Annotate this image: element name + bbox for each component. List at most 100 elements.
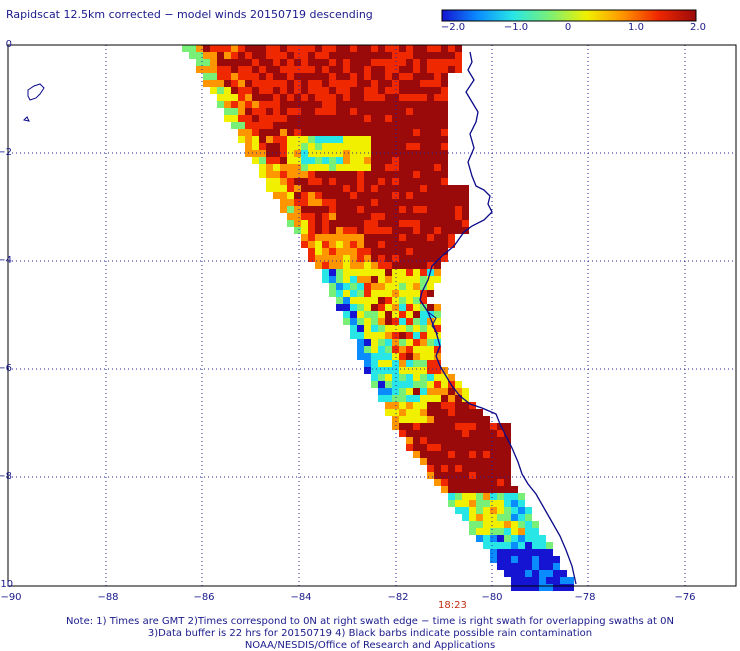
wind-cell (532, 521, 539, 528)
wind-cell (441, 157, 448, 164)
wind-cell (490, 444, 497, 451)
wind-cell (434, 353, 441, 360)
wind-cell (413, 276, 420, 283)
wind-cell (308, 80, 315, 87)
wind-cell (392, 136, 399, 143)
wind-cell (406, 80, 413, 87)
wind-cell (462, 185, 469, 192)
wind-cell (343, 157, 350, 164)
wind-cell (420, 276, 427, 283)
wind-cell (406, 220, 413, 227)
longitude-label: −76 (674, 592, 696, 603)
wind-cell (315, 220, 322, 227)
wind-cell (399, 325, 406, 332)
wind-cell (322, 178, 329, 185)
wind-cell (560, 584, 567, 591)
wind-cell (308, 66, 315, 73)
wind-cell (406, 416, 413, 423)
wind-cell (441, 206, 448, 213)
wind-cell (350, 94, 357, 101)
wind-cell (399, 262, 406, 269)
wind-cell (294, 220, 301, 227)
wind-cell (525, 535, 532, 542)
wind-cell (301, 108, 308, 115)
wind-cell (546, 584, 553, 591)
wind-cell (441, 136, 448, 143)
wind-cell (217, 101, 224, 108)
wind-cell (378, 129, 385, 136)
wind-cell (462, 213, 469, 220)
wind-cell (259, 115, 266, 122)
wind-cell (441, 185, 448, 192)
wind-cell (350, 325, 357, 332)
wind-cell (406, 73, 413, 80)
wind-cell (315, 157, 322, 164)
wind-cell (301, 136, 308, 143)
wind-cell (287, 73, 294, 80)
wind-cell (385, 311, 392, 318)
wind-cell (357, 339, 364, 346)
wind-cell (224, 52, 231, 59)
wind-cell (546, 542, 553, 549)
wind-cell (427, 234, 434, 241)
wind-cell (301, 94, 308, 101)
wind-cell (371, 157, 378, 164)
wind-cell (399, 87, 406, 94)
wind-cell (490, 472, 497, 479)
wind-cell (350, 206, 357, 213)
wind-cell (385, 367, 392, 374)
wind-cell (427, 416, 434, 423)
wind-cell (448, 395, 455, 402)
wind-cell (497, 458, 504, 465)
wind-cell (532, 570, 539, 577)
wind-cell (329, 206, 336, 213)
wind-cell (252, 157, 259, 164)
wind-cell (413, 129, 420, 136)
wind-cell (378, 45, 385, 52)
wind-cell (392, 73, 399, 80)
wind-cell (329, 143, 336, 150)
wind-cell (336, 304, 343, 311)
wind-cell (385, 318, 392, 325)
wind-cell (336, 122, 343, 129)
wind-cell (399, 164, 406, 171)
wind-cell (329, 178, 336, 185)
wind-cell (308, 192, 315, 199)
wind-cell (371, 262, 378, 269)
wind-cell (434, 150, 441, 157)
wind-cell (245, 45, 252, 52)
wind-cell (511, 563, 518, 570)
wind-cell (308, 220, 315, 227)
wind-cell (420, 129, 427, 136)
wind-cell (294, 150, 301, 157)
wind-cell (217, 59, 224, 66)
wind-cell (406, 115, 413, 122)
wind-cell (420, 45, 427, 52)
wind-cell (434, 248, 441, 255)
wind-cell (525, 514, 532, 521)
wind-cell (427, 206, 434, 213)
wind-cell (301, 59, 308, 66)
wind-cell (308, 157, 315, 164)
wind-cell (259, 143, 266, 150)
wind-cell (385, 255, 392, 262)
wind-cell (371, 171, 378, 178)
wind-cell (336, 255, 343, 262)
wind-cell (434, 87, 441, 94)
wind-cell (504, 549, 511, 556)
wind-cell (273, 108, 280, 115)
wind-cell (238, 73, 245, 80)
wind-cell (406, 388, 413, 395)
wind-cell (322, 52, 329, 59)
wind-cell (413, 136, 420, 143)
wind-cell (546, 556, 553, 563)
wind-cell (350, 143, 357, 150)
wind-cell (427, 241, 434, 248)
wind-cell (308, 45, 315, 52)
wind-cell (469, 451, 476, 458)
wind-cell (364, 73, 371, 80)
wind-cell (420, 87, 427, 94)
wind-cell (343, 164, 350, 171)
wind-cell (469, 444, 476, 451)
wind-cell (350, 255, 357, 262)
